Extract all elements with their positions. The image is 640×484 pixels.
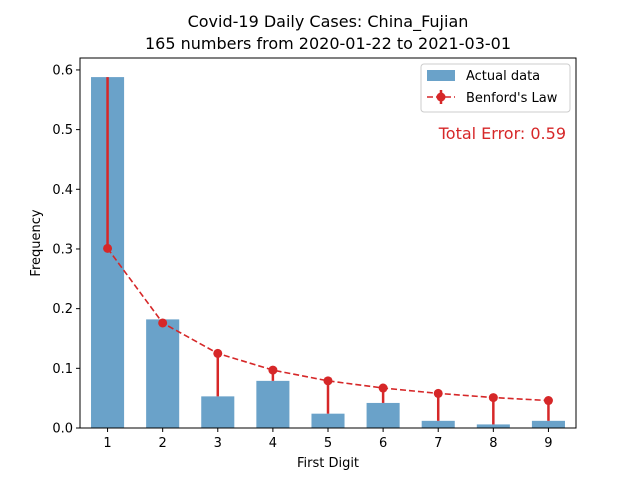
benford-point-digit-8	[488, 393, 498, 403]
legend-box	[420, 63, 571, 113]
legend-label-actual: Actual data	[466, 69, 540, 84]
bar-digit-3	[201, 396, 235, 428]
x-axis-label: First Digit	[297, 456, 359, 471]
y-tick-label: 0.1	[52, 362, 73, 377]
benford-point-digit-9	[543, 396, 553, 406]
benford-point-digit-1	[103, 243, 113, 253]
benford-point-digit-6	[378, 383, 388, 393]
chart-title: Covid-19 Daily Cases: China_Fujian	[188, 12, 469, 32]
bar-digit-4	[256, 380, 290, 428]
x-tick-label: 6	[379, 436, 387, 451]
y-tick-label: 0.5	[52, 123, 73, 138]
x-tick-label: 9	[544, 436, 552, 451]
x-tick-label: 2	[159, 436, 167, 451]
benford-line	[106, 247, 549, 402]
x-tick-label: 7	[434, 436, 442, 451]
benford-point-digit-5	[323, 376, 333, 386]
legend-swatch-benford-marker	[436, 92, 446, 102]
y-tick-label: 0.3	[52, 242, 73, 257]
benford-point-digit-7	[433, 388, 443, 398]
total-error-annotation: Total Error: 0.59	[438, 124, 566, 143]
y-axis-label: Frequency	[29, 209, 44, 276]
y-tick-label: 0.4	[52, 183, 73, 198]
y-tick-label: 0.0	[52, 422, 73, 437]
benford-point-digit-3	[213, 348, 223, 358]
x-tick-label: 3	[214, 436, 222, 451]
benford-point-digit-4	[268, 365, 278, 375]
y-tick-label: 0.6	[52, 63, 73, 78]
y-tick-label: 0.2	[52, 302, 73, 317]
x-tick-label: 1	[103, 436, 111, 451]
legend-swatch-actual	[427, 70, 455, 81]
x-tick-label: 5	[324, 436, 332, 451]
bar-digit-2	[146, 319, 180, 428]
bar-digit-5	[311, 413, 345, 428]
x-tick-label: 4	[269, 436, 277, 451]
bar-digit-9	[531, 420, 565, 428]
bar-digit-8	[476, 424, 510, 428]
x-tick-label: 8	[489, 436, 497, 451]
benford-point-digit-2	[158, 318, 168, 328]
legend-label-benford: Benford's Law	[466, 91, 558, 106]
bar-digit-7	[421, 420, 455, 428]
bar-digit-6	[366, 402, 400, 428]
chart-subtitle: 165 numbers from 2020-01-22 to 2021-03-0…	[145, 34, 511, 53]
